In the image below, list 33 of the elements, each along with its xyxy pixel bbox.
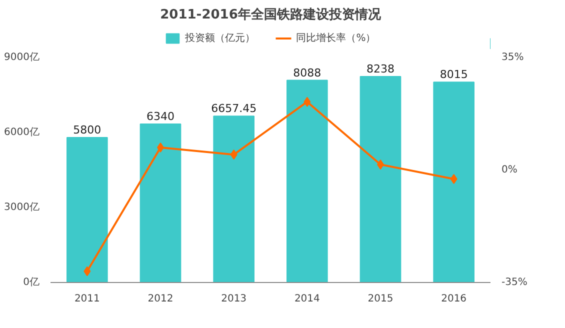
- point: [450, 174, 458, 184]
- legend-label: 同比增长率（%）: [296, 32, 376, 45]
- bar: [213, 116, 254, 282]
- legend-label: 投资额（亿元）: [185, 32, 256, 45]
- y2-tick-label: 35%: [502, 52, 524, 63]
- data-label: 5800: [73, 124, 102, 136]
- point: [304, 96, 311, 107]
- x-tick-label: 2015: [368, 294, 394, 304]
- y2-tick-label: 0%: [502, 164, 518, 176]
- x-tick-label: 2012: [148, 294, 174, 304]
- chart-title: 2011-2016年全国铁路建设投资情况: [160, 8, 382, 22]
- data-label: 8088: [293, 66, 322, 80]
- y-tick-label: 3000亿: [4, 202, 40, 213]
- data-label: 8238: [366, 62, 395, 76]
- bar: [66, 137, 108, 282]
- bar: [360, 76, 402, 282]
- x-tick-label: 2013: [221, 294, 247, 304]
- x-tick-label: 2016: [441, 294, 467, 304]
- x-tick-label: 2011: [74, 294, 100, 304]
- point: [230, 150, 238, 160]
- data-label: 8015: [440, 68, 468, 82]
- bar: [140, 124, 182, 282]
- point: [157, 142, 164, 152]
- y2-tick-label: -35%: [502, 277, 528, 288]
- y-tick-label: 6000亿: [4, 127, 40, 138]
- y-tick-label: 9000亿: [4, 52, 40, 63]
- data-label: 6340: [146, 110, 175, 123]
- data-label: 6657.45: [211, 102, 257, 116]
- bar: [286, 80, 328, 282]
- y-tick-label: 0亿: [23, 277, 40, 288]
- bar: [433, 82, 474, 282]
- x-tick-label: 2014: [294, 294, 320, 304]
- point: [84, 266, 91, 276]
